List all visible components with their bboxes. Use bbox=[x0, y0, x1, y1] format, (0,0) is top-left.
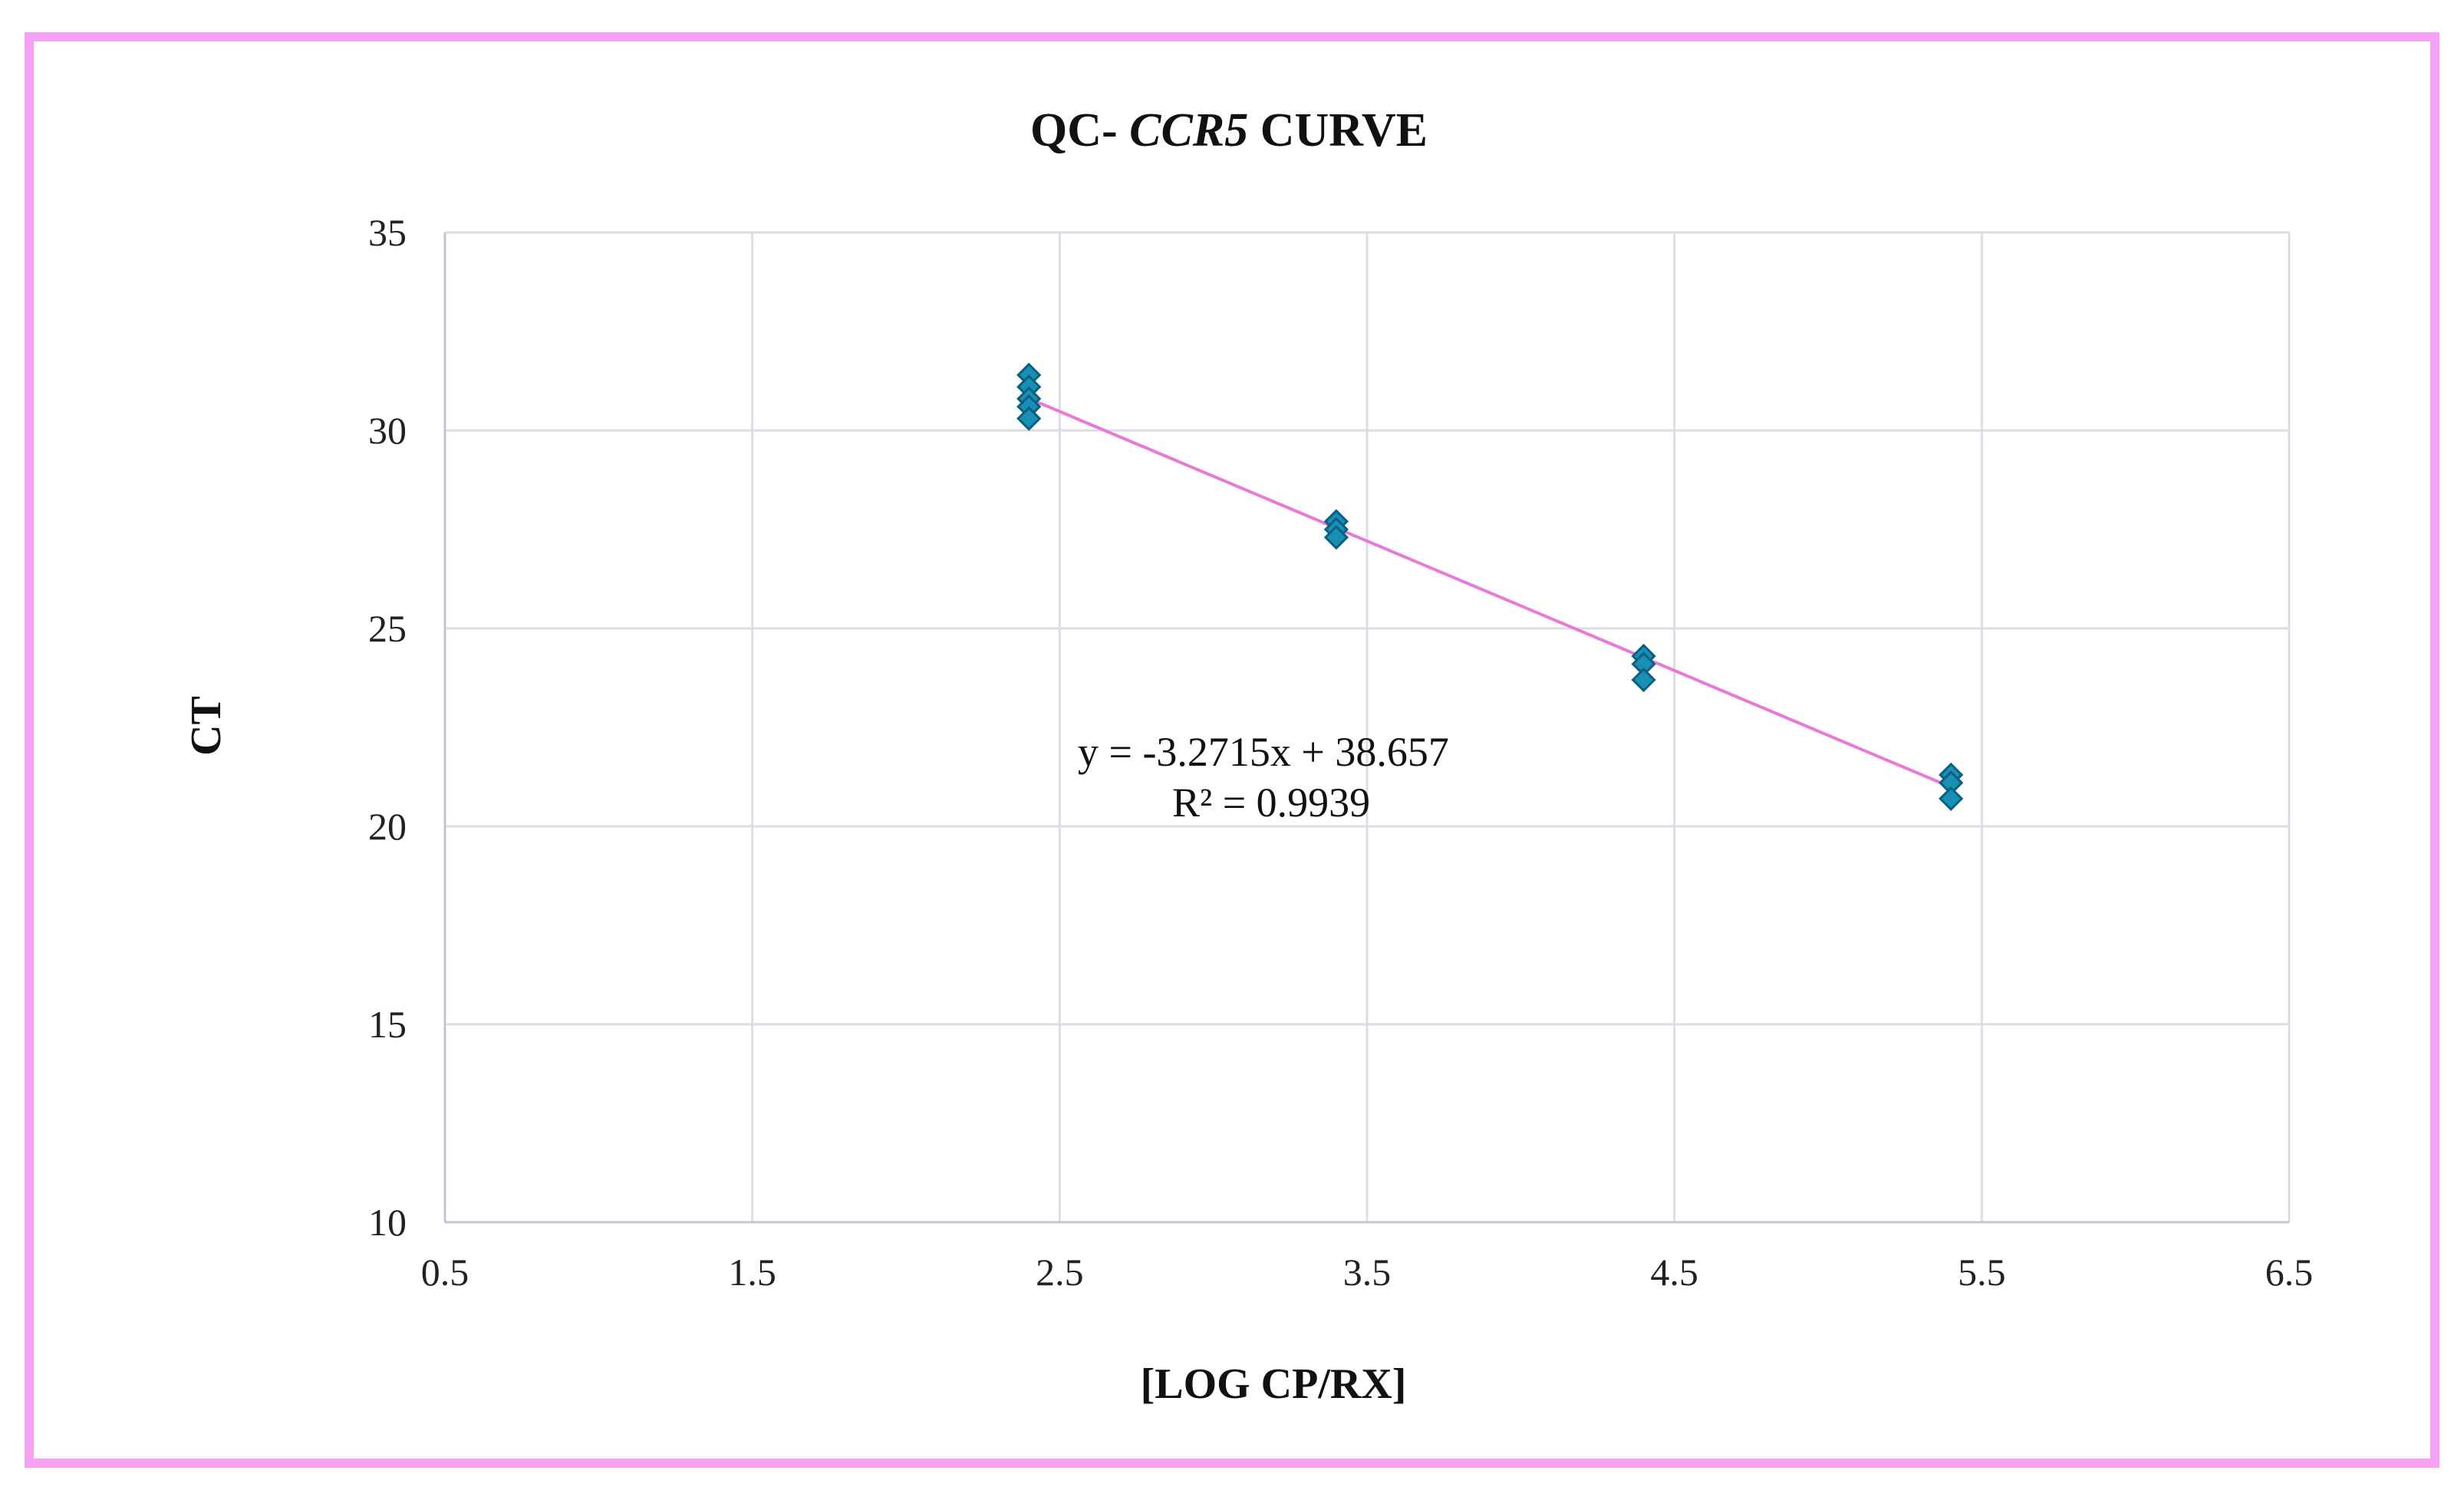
x-axis-title: [LOG CP/RX] bbox=[1141, 1360, 1407, 1408]
x-tick-label: 3.5 bbox=[1343, 1251, 1392, 1294]
trendline-equation: y = -3.2715x + 38.657 bbox=[1078, 729, 1449, 775]
x-tick-label: 5.5 bbox=[1958, 1251, 2006, 1294]
x-tick-label: 2.5 bbox=[1036, 1251, 1084, 1294]
chart-title-suffix: CURVE bbox=[1248, 104, 1428, 157]
x-tick-label: 4.5 bbox=[1650, 1251, 1698, 1294]
data-point bbox=[1323, 525, 1349, 550]
y-tick-label: 20 bbox=[368, 805, 407, 848]
data-points bbox=[1016, 362, 1964, 812]
data-point bbox=[1939, 786, 1964, 812]
y-tick-label: 25 bbox=[368, 607, 407, 650]
x-tick-label: 6.5 bbox=[2265, 1251, 2314, 1294]
y-tick-label: 10 bbox=[368, 1201, 407, 1244]
chart-frame bbox=[25, 32, 2439, 1468]
chart-title-prefix: QC- bbox=[1030, 104, 1129, 157]
x-tick-label: 0.5 bbox=[421, 1251, 469, 1294]
trendline-r-squared: R² = 0.9939 bbox=[1172, 780, 1370, 826]
y-tick-label: 15 bbox=[368, 1003, 407, 1046]
y-tick-label: 35 bbox=[368, 211, 407, 254]
data-point bbox=[1631, 667, 1656, 693]
trendline bbox=[1028, 397, 1952, 789]
trendline-group bbox=[1028, 397, 1952, 789]
x-tick-label: 1.5 bbox=[728, 1251, 776, 1294]
y-tick-label: 30 bbox=[368, 409, 407, 452]
data-point bbox=[1016, 406, 1042, 431]
y-axis-title: CT bbox=[183, 696, 230, 756]
tick-labels: 0.5 1.5 2.5 3.5 4.5 5.5 6.5 10 15 20 25 30 35 bbox=[368, 211, 2313, 1294]
grid-lines bbox=[445, 231, 2291, 1222]
chart-title: QC- CCR5 CURVE bbox=[1030, 104, 1428, 157]
chart-title-gene: CCR5 bbox=[1129, 104, 1248, 157]
axes bbox=[443, 232, 2289, 1224]
